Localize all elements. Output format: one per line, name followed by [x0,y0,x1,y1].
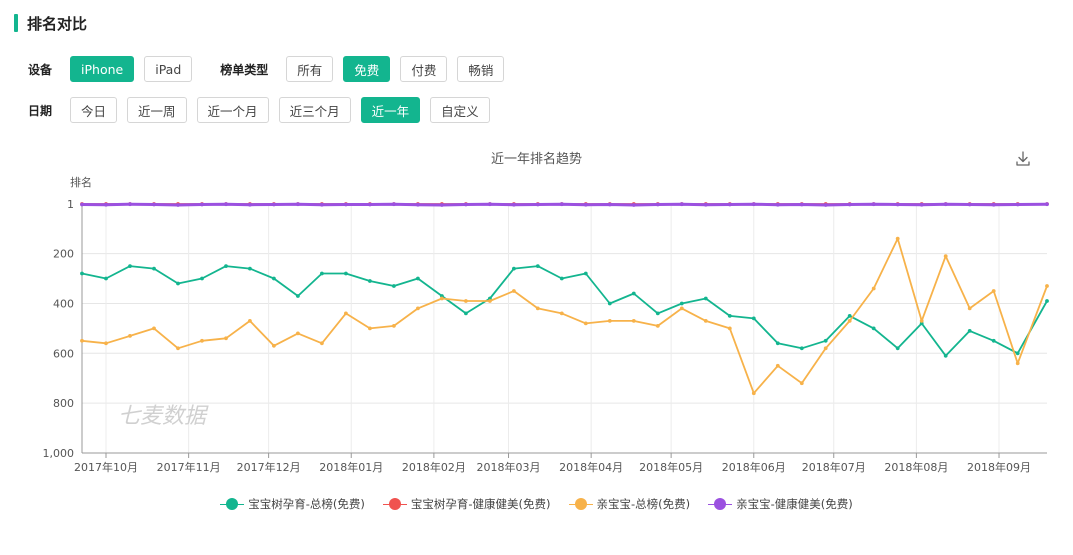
device-button-iphone[interactable]: iPhone [70,56,135,82]
device-label: 设备 [28,62,53,77]
legend-label-series-1: 宝宝树孕育-健康健美(免费) [410,497,551,511]
download-icon[interactable] [1014,150,1032,168]
date-button-three-months[interactable]: 近三个月 [278,97,351,123]
list-type-button-paid[interactable]: 付费 [400,56,448,82]
device-button-ipad[interactable]: iPad [144,56,193,82]
section-title-accent-bar [14,14,18,32]
date-label: 日期 [28,103,53,118]
legend-label-series-0: 宝宝树孕育-总榜(免费) [248,497,365,511]
legend-item-series-2[interactable]: 亲宝宝-总榜(免费) [568,496,691,512]
filter-row-device-type: 设备 iPhone iPad 榜单类型 所有 免费 付费 畅销 [28,55,514,83]
section-title: 排名对比 [14,12,87,34]
legend-item-series-1[interactable]: 宝宝树孕育-健康健美(免费) [382,496,551,512]
legend-item-series-3[interactable]: 亲宝宝-健康健美(免费) [708,496,853,512]
date-button-month[interactable]: 近一个月 [196,97,269,123]
legend-label-series-3: 亲宝宝-健康健美(免费) [736,497,853,511]
list-type-label: 榜单类型 [220,62,269,77]
section-title-text: 排名对比 [27,14,88,33]
legend-marker-series-3 [708,498,733,510]
date-button-year[interactable]: 近一年 [360,97,421,123]
date-button-week[interactable]: 近一周 [127,97,187,123]
chart-legend: 宝宝树孕育-总榜(免费) 宝宝树孕育-健康健美(免费) 亲宝宝-总榜(免费) 亲… [0,496,1073,512]
date-button-custom[interactable]: 自定义 [430,97,490,123]
date-button-today[interactable]: 今日 [70,97,118,123]
list-type-button-all[interactable]: 所有 [286,56,334,82]
list-type-button-grossing[interactable]: 畅销 [457,56,505,82]
legend-label-series-2: 亲宝宝-总榜(免费) [596,497,691,511]
filter-row-date: 日期 今日 近一周 近一个月 近三个月 近一年 自定义 [28,96,500,124]
list-type-button-free[interactable]: 免费 [343,56,391,82]
legend-marker-series-0 [220,498,245,510]
legend-item-series-0[interactable]: 宝宝树孕育-总榜(免费) [220,496,365,512]
rank-trend-chart: 近一年排名趋势 [0,140,1073,520]
chart-title: 近一年排名趋势 [490,152,582,167]
legend-marker-series-1 [382,498,407,510]
legend-marker-series-2 [568,498,593,510]
